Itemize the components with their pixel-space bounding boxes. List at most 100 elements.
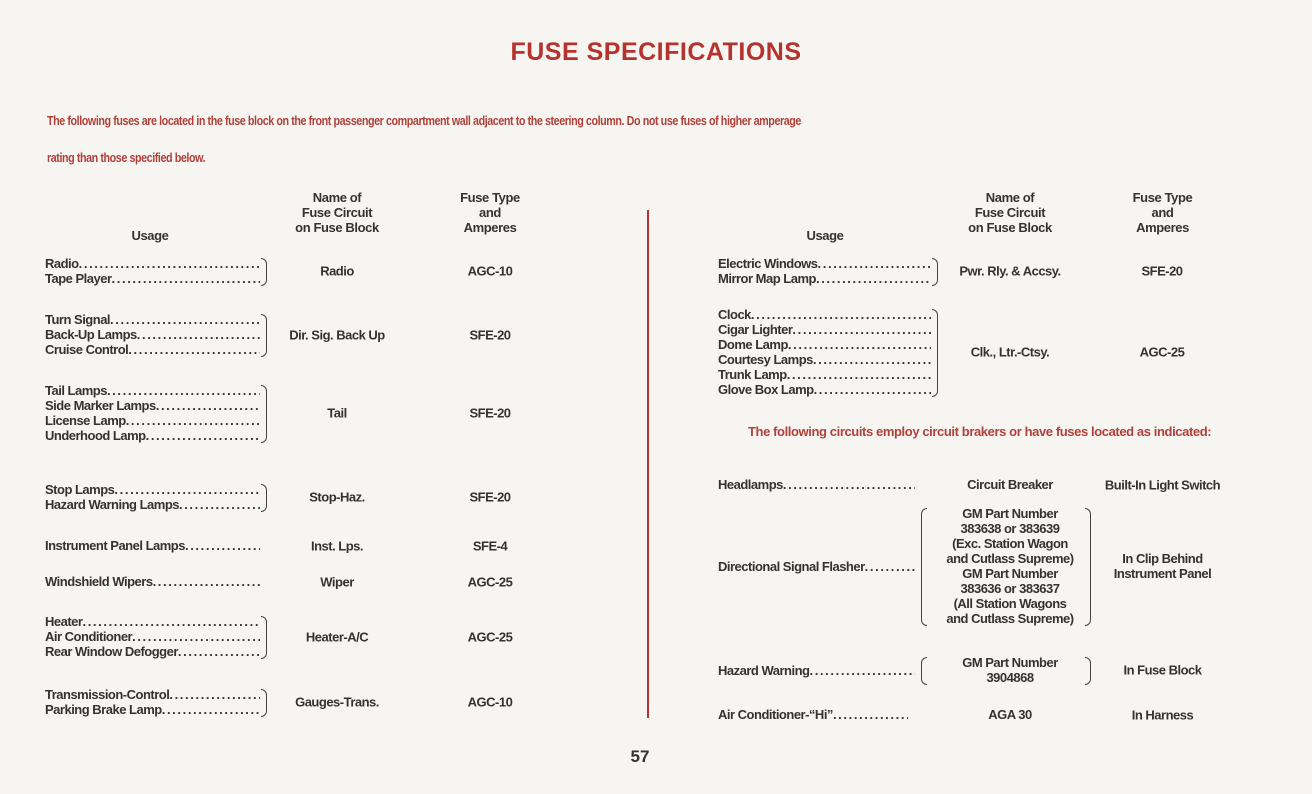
header-line: Amperes (1136, 220, 1189, 235)
part-line: 383638 or 383639 (960, 521, 1060, 536)
page-title: FUSE SPECIFICATIONS (510, 38, 802, 66)
usage-label: Windshield Wipers (45, 574, 153, 589)
header-line: Fuse Circuit (301, 205, 373, 220)
usage-label: License Lamp (45, 413, 126, 428)
dot-leader (783, 477, 915, 492)
right-brace (1085, 657, 1091, 685)
fuse-circuit-name: Wiper (320, 574, 354, 589)
left-brace (921, 508, 927, 626)
dot-leader (813, 352, 931, 367)
usage-label: Cigar Lighter (718, 322, 793, 337)
dot-leader (132, 629, 260, 644)
dot-leader (137, 327, 260, 342)
part-number: GM Part Number 3904868 (935, 655, 1085, 685)
dot-leader (788, 337, 931, 352)
usage-item: Dome Lamp (718, 337, 931, 352)
header-line: Fuse Type (1132, 190, 1193, 205)
location-line: Instrument Panel (1113, 566, 1212, 581)
fuse-circuit-name: Tail (327, 405, 347, 421)
usage-label: Side Marker Lamps (45, 398, 156, 413)
page-number: 57 (630, 747, 650, 766)
usage-item: Underhood Lamp (45, 428, 260, 443)
fuse-type: AGC-10 (467, 694, 513, 710)
usage-item: Side Marker Lamps (45, 398, 260, 413)
fuse-location: In Harness (1095, 707, 1230, 722)
usage-label: Transmission-Control (45, 687, 170, 702)
usage-item: Back-Up Lamps (45, 327, 260, 342)
fuse-circuit-name: Dir. Sig. Back Up (289, 327, 385, 342)
usage-item: Mirror Map Lamp (718, 271, 931, 286)
usage-item: Rear Window Defogger (45, 644, 260, 659)
usage-label: Air Conditioner-“Hi” (718, 707, 833, 722)
usage-label: Stop Lamps (45, 482, 115, 497)
fuse-type: SFE-20 (469, 327, 511, 342)
fuse-circuit-name: Gauges-Trans. (295, 694, 379, 710)
usage-label: Air Conditioner (45, 629, 133, 644)
dot-leader (185, 538, 260, 553)
usage-label: Back-Up Lamps (45, 327, 137, 342)
header-line: Name of (985, 190, 1035, 205)
part-line: GM Part Number (962, 655, 1058, 670)
dot-leader (82, 614, 260, 629)
usage-label: Courtesy Lamps (718, 352, 813, 367)
dot-leader (79, 256, 260, 271)
dot-leader (126, 413, 260, 428)
dot-leader (833, 707, 908, 722)
dot-leader (178, 644, 260, 659)
usage-label: Tail Lamps (45, 383, 107, 398)
usage-label: Heater (45, 614, 83, 629)
dot-leader (792, 322, 931, 337)
left-header-type: Fuse Type and Amperes (430, 190, 550, 235)
usage-label: Instrument Panel Lamps (45, 538, 185, 553)
right-brace (1085, 508, 1091, 626)
dot-leader (179, 497, 260, 512)
usage-item: Hazard Warning (718, 663, 915, 678)
dot-leader (809, 663, 915, 678)
right-header-circuit: Name of Fuse Circuit on Fuse Block (945, 190, 1075, 235)
fuse-location: In Fuse Block (1095, 663, 1230, 678)
usage-label: Hazard Warning Lamps (45, 497, 179, 512)
usage-item: Glove Box Lamp (718, 382, 931, 397)
fuse-type: AGC-25 (1139, 344, 1185, 360)
usage-item: Turn Signal (45, 312, 260, 327)
usage-label: Trunk Lamp (718, 367, 787, 382)
intro-line-2: rating than those specified below. (47, 151, 206, 165)
usage-label: Underhood Lamp (45, 428, 146, 443)
left-header-usage: Usage (131, 228, 169, 243)
right-header-usage: Usage (806, 228, 844, 243)
dot-leader (814, 382, 931, 397)
usage-item: Clock (718, 307, 931, 322)
fuse-type: AGC-10 (467, 263, 513, 279)
usage-item: Air Conditioner (45, 629, 260, 644)
breaker-note: The following circuits employ circuit br… (748, 424, 1212, 439)
usage-item: Courtesy Lamps (718, 352, 931, 367)
usage-item: Air Conditioner-“Hi” (718, 707, 908, 722)
dot-leader (787, 367, 931, 382)
fuse-circuit-name: Stop-Haz. (309, 489, 365, 505)
fuse-circuit-name: Pwr. Rly. & Accsy. (959, 263, 1061, 279)
fuse-type: SFE-20 (469, 489, 511, 505)
fuse-circuit-name: Heater-A/C (305, 629, 369, 644)
intro-line-1: The following fuses are located in the f… (47, 114, 801, 128)
fuse-type: SFE-20 (469, 405, 511, 421)
part-number: Circuit Breaker (935, 477, 1085, 492)
usage-item: Tape Player (45, 271, 260, 286)
part-line: 3904868 (986, 670, 1034, 685)
part-line: and Cutlass Supreme) (946, 551, 1074, 566)
usage-item: Hazard Warning Lamps (45, 497, 260, 512)
header-line: Fuse Circuit (974, 205, 1046, 220)
fuse-type: SFE-4 (472, 538, 508, 553)
header-line: Name of (312, 190, 362, 205)
column-divider (647, 210, 649, 718)
fuse-type: SFE-20 (1141, 263, 1183, 279)
usage-label: Glove Box Lamp (718, 382, 814, 397)
dot-leader (128, 342, 260, 357)
usage-label: Electric Windows (718, 256, 818, 271)
fuse-circuit-name: Inst. Lps. (310, 538, 364, 553)
usage-item: Parking Brake Lamp (45, 702, 260, 717)
usage-item: Cruise Control (45, 342, 260, 357)
part-line: (Exc. Station Wagon (952, 536, 1068, 551)
usage-item: Stop Lamps (45, 482, 260, 497)
fuse-type: AGC-25 (467, 574, 513, 589)
right-header-type: Fuse Type and Amperes (1100, 190, 1225, 235)
